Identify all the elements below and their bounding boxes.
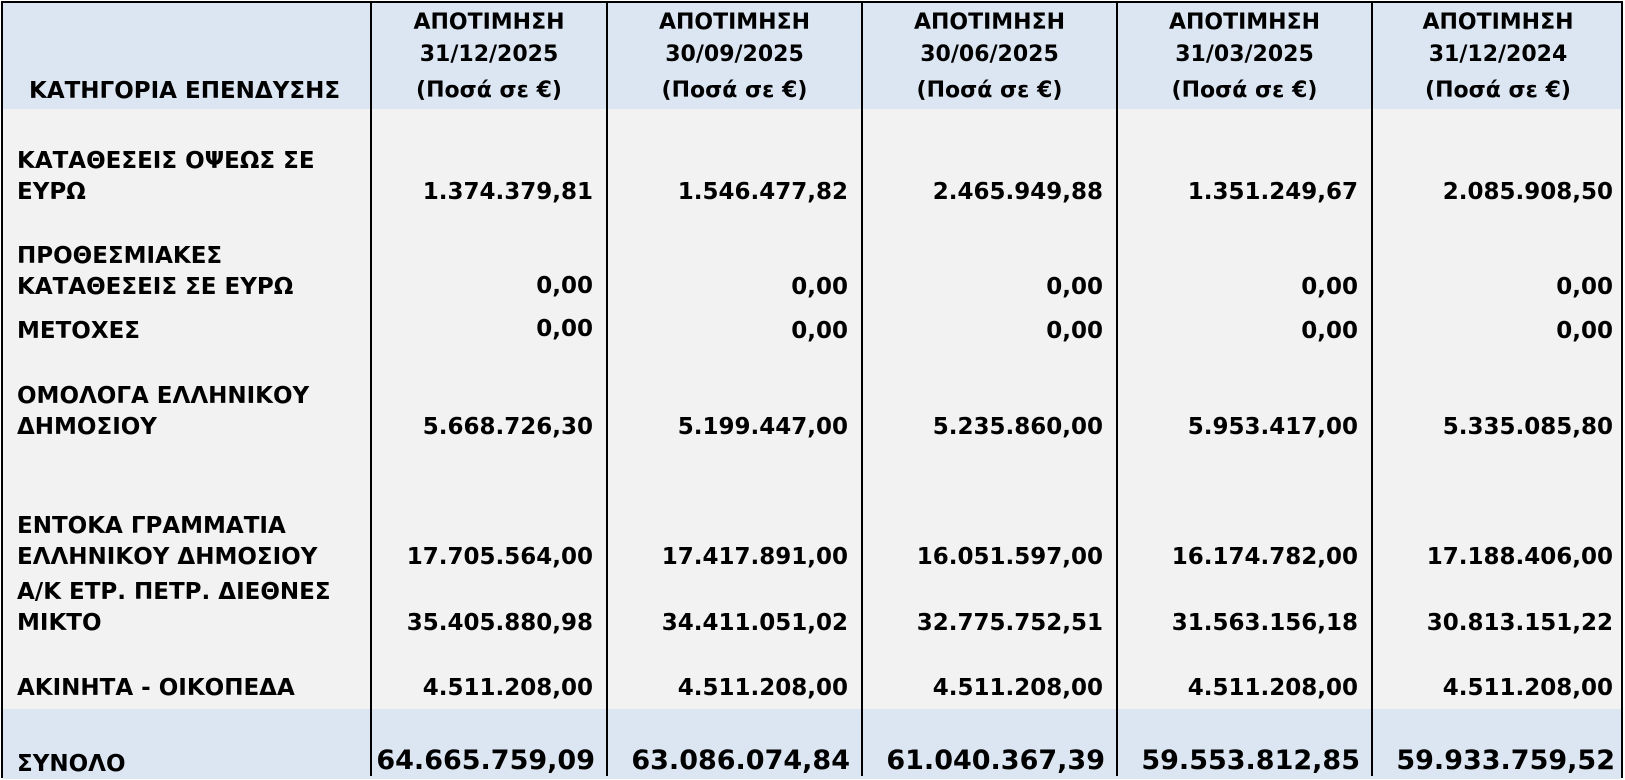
category-column-header: ΚΑΤΗΓΟΡΙΑ ΕΠΕΝΔΥΣΗΣ [29,78,341,104]
row-label-treasury-bills: ΕΝΤΟΚΑ ΓΡΑΜΜΑΤΙΑ ΕΛΛΗΝΙΚΟΥ ΔΗΜΟΣΙΟΥ [17,511,367,573]
table-cell: 2.085.908,50 [1442,179,1613,205]
row-label-real-estate: ΑΚΙΝΗΤΑ - ΟΙΚΟΠΕΔΑ [17,673,367,704]
table-cell: 16.051.597,00 [916,544,1103,570]
table-cell: 1.351.249,67 [1187,179,1358,205]
column-header-date: 30/06/2025 [920,42,1059,67]
column-divider [1371,3,1373,776]
table-cell: 4.511.208,00 [1442,675,1613,701]
column-header-31-12-2025: ΑΠΟΤΙΜΗΣΗ 31/12/2025 (Ποσά σε €) [372,7,606,107]
column-divider [606,3,608,776]
total-cell: 61.040.367,39 [886,745,1105,776]
total-band [3,709,1621,779]
column-header-unit: (Ποσά σε €) [661,78,808,103]
row-label-line: ΜΕΤΟΧΕΣ [17,318,140,344]
table-cell: 30.813.151,22 [1426,610,1613,636]
column-header-title: ΑΠΟΤΙΜΗΣΗ [413,10,565,35]
column-header-unit: (Ποσά σε €) [1171,78,1318,103]
row-label-line: ΕΝΤΟΚΑ ΓΡΑΜΜΑΤΙΑ [17,513,286,539]
row-label-line: ΕΛΛΗΝΙΚΟΥ ΔΗΜΟΣΙΟΥ [17,544,318,570]
table-cell: 17.188.406,00 [1426,544,1613,570]
column-header-30-06-2025: ΑΠΟΤΙΜΗΣΗ 30/06/2025 (Ποσά σε €) [863,7,1116,107]
column-header-date: 31/12/2025 [419,42,559,67]
table-cell: 0,00 [536,273,593,299]
row-label-government-bonds: ΟΜΟΛΟΓΑ ΕΛΛΗΝΙΚΟΥ ΔΗΜΟΣΙΟΥ [17,381,367,443]
table-cell: 0,00 [1046,318,1103,344]
row-label-line: ΕΥΡΩ [17,179,86,205]
row-label-line: ΔΗΜΟΣΙΟΥ [17,414,157,440]
table-cell: 5.668.726,30 [422,414,593,440]
table-cell: 4.511.208,00 [932,675,1103,701]
table-cell: 2.465.949,88 [932,179,1103,205]
total-cell: 59.933.759,52 [1396,745,1615,776]
row-label-line: ΜΙΚΤΟ [17,610,102,636]
column-header-title: ΑΠΟΤΙΜΗΣΗ [1422,10,1574,35]
column-header-unit: (Ποσά σε €) [916,78,1063,103]
table-cell: 4.511.208,00 [422,675,593,701]
column-header-31-12-2024: ΑΠΟΤΙΜΗΣΗ 31/12/2024 (Ποσά σε €) [1373,7,1623,107]
column-header-date: 30/09/2025 [665,42,804,67]
table-cell: 32.775.752,51 [916,610,1103,636]
total-row-label: ΣΥΝΟΛΟ [17,751,126,777]
column-divider [1116,3,1118,776]
total-cell: 63.086.074,84 [631,745,850,776]
table-cell: 5.335.085,80 [1442,414,1613,440]
row-label-shares: ΜΕΤΟΧΕΣ [17,316,367,347]
row-label-mutual-fund: Α/Κ ΕΤΡ. ΠΕΤΡ. ΔΙΕΘΝΕΣ ΜΙΚΤΟ [17,577,367,639]
table-cell: 0,00 [1556,274,1613,300]
table-cell: 34.411.051,02 [661,610,848,636]
table-cell: 0,00 [1301,318,1358,344]
table-cell: 4.511.208,00 [1187,675,1358,701]
column-header-unit: (Ποσά σε €) [416,78,562,103]
column-divider [861,3,863,776]
column-header-date: 31/03/2025 [1175,42,1314,67]
table-cell: 5.235.860,00 [932,414,1103,440]
row-label-line: ΑΚΙΝΗΤΑ - ΟΙΚΟΠΕΔΑ [17,675,295,701]
row-label-line: ΠΡΟΘΕΣΜΙΑΚΕΣ [17,243,223,269]
row-label-sight-deposits: ΚΑΤΑΘΕΣΕΙΣ ΟΨΕΩΣ ΣΕ ΕΥΡΩ [17,146,367,208]
table-cell: 5.199.447,00 [677,414,848,440]
table-cell: 31.563.156,18 [1171,610,1358,636]
table-cell: 4.511.208,00 [677,675,848,701]
table-cell: 35.405.880,98 [406,610,593,636]
table-cell: 17.705.564,00 [406,544,593,570]
row-label-line: ΚΑΤΑΘΕΣΕΙΣ ΟΨΕΩΣ ΣΕ [17,148,315,174]
total-cell: 64.665.759,09 [376,745,595,776]
column-header-title: ΑΠΟΤΙΜΗΣΗ [1168,10,1321,35]
column-header-title: ΑΠΟΤΙΜΗΣΗ [658,10,811,35]
table-cell: 0,00 [536,316,593,342]
column-header-date: 31/12/2024 [1428,42,1568,67]
column-header-31-03-2025: ΑΠΟΤΙΜΗΣΗ 31/03/2025 (Ποσά σε €) [1118,7,1371,107]
column-header-30-09-2025: ΑΠΟΤΙΜΗΣΗ 30/09/2025 (Ποσά σε €) [608,7,861,107]
header-band [3,3,1621,109]
row-label-line: ΚΑΤΑΘΕΣΕΙΣ ΣΕ ΕΥΡΩ [17,274,294,300]
table-cell: 17.417.891,00 [661,544,848,570]
row-label-time-deposits: ΠΡΟΘΕΣΜΙΑΚΕΣ ΚΑΤΑΘΕΣΕΙΣ ΣΕ ΕΥΡΩ [17,241,367,303]
row-label-line: ΟΜΟΛΟΓΑ ΕΛΛΗΝΙΚΟΥ [17,383,310,409]
total-cell: 59.553.812,85 [1141,745,1360,776]
table-cell: 16.174.782,00 [1171,544,1358,570]
table-cell: 0,00 [1046,274,1103,300]
column-divider [370,3,372,776]
table-cell: 1.546.477,82 [677,179,848,205]
table-cell: 0,00 [1301,274,1358,300]
table-cell: 1.374.379,81 [422,179,593,205]
column-header-title: ΑΠΟΤΙΜΗΣΗ [913,10,1066,35]
table-cell: 0,00 [791,318,848,344]
row-label-line: Α/Κ ΕΤΡ. ΠΕΤΡ. ΔΙΕΘΝΕΣ [17,579,331,605]
table-cell: 5.953.417,00 [1187,414,1358,440]
table-cell: 0,00 [1556,318,1613,344]
table-cell: 0,00 [791,274,848,300]
column-header-unit: (Ποσά σε €) [1425,78,1571,103]
